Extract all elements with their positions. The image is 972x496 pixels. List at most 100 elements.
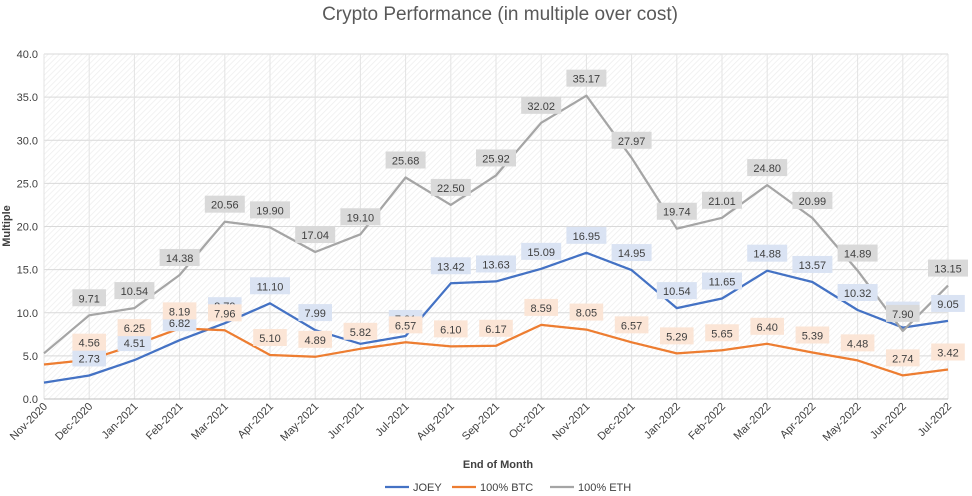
x-tick-label: Sep-2021	[460, 401, 502, 443]
data-label: 22.50	[430, 178, 471, 196]
data-label-box	[837, 283, 878, 301]
data-label-text: 4.48	[847, 338, 868, 350]
data-label-text: 6.57	[621, 320, 642, 332]
data-label-box	[792, 255, 833, 273]
data-label: 5.10	[253, 329, 287, 347]
x-tick-label: Aug-2021	[415, 401, 457, 443]
data-label-box	[430, 178, 471, 196]
data-label-text: 32.02	[527, 101, 555, 113]
data-label-box	[611, 131, 652, 149]
x-tick-label: May-2022	[821, 401, 864, 444]
data-label-box	[72, 333, 106, 351]
data-label: 8.05	[569, 303, 604, 321]
data-label: 17.04	[295, 226, 336, 244]
data-label-box	[886, 304, 920, 322]
data-label: 9.71	[72, 289, 106, 307]
x-tick-label: Nov-2020	[8, 401, 50, 443]
data-label-box	[72, 289, 106, 307]
data-label-box	[611, 244, 652, 262]
data-label-text: 4.51	[124, 338, 145, 350]
data-label-box	[840, 334, 875, 352]
data-label: 13.57	[792, 255, 833, 273]
data-label-box	[931, 343, 965, 361]
data-label-box	[702, 191, 742, 209]
data-label-text: 35.17	[573, 74, 601, 86]
data-label: 13.63	[476, 255, 516, 273]
data-label-box	[388, 316, 423, 334]
data-label-box	[928, 259, 968, 277]
data-label: 15.09	[521, 242, 562, 260]
data-label-text: 24.80	[753, 163, 781, 175]
y-tick-label: 35.0	[17, 92, 38, 104]
data-label-text: 25.68	[392, 156, 420, 168]
data-label-text: 7.99	[304, 308, 325, 320]
x-tick-label: Mar-2021	[189, 401, 231, 443]
data-label-box	[72, 349, 106, 367]
data-label-text: 8.19	[169, 306, 190, 318]
data-label-box	[886, 349, 920, 367]
data-label-box	[476, 149, 516, 167]
data-label: 7.96	[208, 304, 242, 322]
y-tick-label: 15.0	[17, 265, 38, 277]
data-label: 14.95	[611, 244, 652, 262]
legend-label: 100% ETH	[578, 482, 631, 494]
data-label: 25.92	[476, 149, 516, 167]
x-tick-label: Dec-2020	[53, 401, 95, 443]
data-label-text: 14.38	[166, 253, 194, 265]
data-label: 5.65	[705, 324, 739, 342]
data-label-box	[705, 324, 739, 342]
data-label-box	[569, 303, 604, 321]
data-label-box	[434, 320, 468, 338]
data-label-box	[656, 202, 697, 220]
y-tick-label: 10.0	[17, 308, 38, 320]
data-label-box	[250, 277, 290, 295]
data-label-text: 21.01	[708, 196, 736, 208]
data-label-text: 19.90	[256, 205, 284, 217]
x-tick-label: Apr-2022	[778, 401, 818, 441]
gridlines	[43, 53, 949, 400]
y-axis-title: Multiple	[1, 205, 13, 247]
data-label-text: 2.73	[78, 353, 99, 365]
data-label-box	[660, 327, 694, 345]
data-label: 5.29	[660, 327, 694, 345]
data-label-box	[614, 316, 649, 334]
data-label: 11.65	[702, 272, 742, 290]
x-tick-label: Mar-2022	[732, 401, 774, 443]
data-label-text: 8.59	[530, 303, 551, 315]
data-label-box	[159, 248, 200, 266]
data-label-text: 22.50	[437, 183, 465, 195]
data-label: 25.68	[385, 151, 426, 169]
data-label-box	[253, 329, 287, 347]
data-label-text: 6.57	[395, 320, 416, 332]
data-label-text: 4.56	[78, 338, 99, 350]
data-label: 35.17	[566, 69, 607, 87]
data-label-box	[792, 191, 833, 209]
data-label-box	[656, 282, 697, 300]
data-label-text: 5.39	[802, 331, 823, 343]
data-label-text: 13.15	[934, 264, 962, 276]
data-label-box	[295, 226, 336, 244]
data-label-text: 8.05	[576, 308, 597, 320]
data-label-text: 13.42	[437, 261, 465, 273]
data-label-text: 11.65	[709, 277, 736, 289]
data-label: 5.82	[343, 322, 378, 340]
data-label-box	[747, 159, 788, 177]
data-label: 10.54	[656, 282, 697, 300]
data-label: 19.90	[250, 201, 290, 219]
data-label-text: 14.89	[844, 249, 872, 261]
data-label: 32.02	[521, 96, 562, 114]
data-label-text: 15.09	[527, 247, 555, 259]
data-label-text: 7.96	[214, 308, 235, 320]
data-label: 13.42	[430, 257, 471, 275]
data-label: 19.74	[656, 202, 697, 220]
data-label-text: 6.17	[485, 324, 506, 336]
data-label-text: 6.40	[756, 322, 777, 334]
data-label-text: 14.88	[753, 249, 781, 261]
data-label-box	[298, 330, 332, 348]
data-label-text: 20.99	[799, 196, 827, 208]
data-label-text: 7.90	[892, 309, 913, 321]
data-label: 4.89	[298, 330, 332, 348]
data-label-text: 27.97	[618, 136, 646, 148]
data-label: 14.89	[837, 244, 878, 262]
data-label-text: 20.56	[211, 200, 239, 212]
